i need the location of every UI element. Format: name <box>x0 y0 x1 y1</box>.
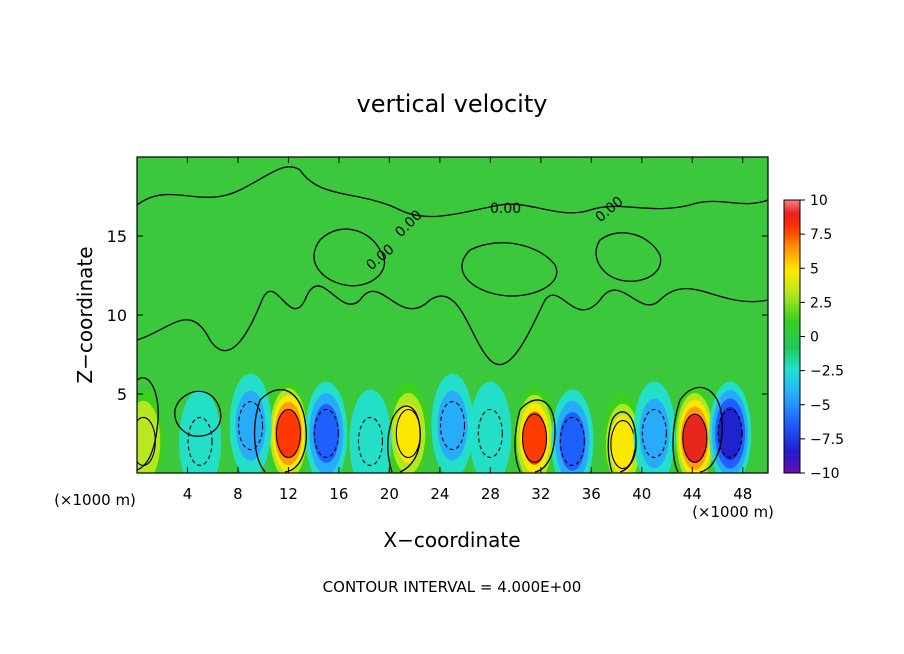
x-tick-label: 4 <box>183 485 193 503</box>
colorbar-tick-label: 5 <box>810 261 819 277</box>
heatmap-cell <box>395 404 422 463</box>
colorbar-tick-label: −2.5 <box>810 364 844 380</box>
x-tick-label: 32 <box>531 485 550 503</box>
x-tick-label: 8 <box>233 485 243 503</box>
x-axis-label: X−coordinate <box>383 528 520 552</box>
heatmap-cell <box>277 408 300 459</box>
y-axis-label: Z−coordinate <box>73 246 97 383</box>
contour-line <box>682 413 708 463</box>
y-tick-label: 15 <box>107 227 127 246</box>
colorbar <box>783 199 801 474</box>
y-tick-label: 5 <box>117 385 127 404</box>
colorbar-tick-label: 2.5 <box>810 295 832 311</box>
x-unit-right: (×1000 m) <box>692 503 774 521</box>
x-unit-left: (×1000 m) <box>54 491 136 509</box>
colorbar-tick-label: 0 <box>810 330 819 346</box>
contour-line <box>559 416 585 466</box>
contour-line <box>357 416 384 466</box>
x-tick-label: 48 <box>733 485 752 503</box>
contour-line <box>187 416 213 466</box>
contour-line <box>313 408 339 459</box>
heatmap-cell <box>469 381 512 473</box>
heatmap-cell <box>559 412 586 471</box>
heatmap-field: 0.00 0.00 0.00 0.00 <box>137 157 768 473</box>
contour-line <box>717 408 743 459</box>
heatmap-cell <box>349 389 392 473</box>
x-tick-label: 40 <box>632 485 651 503</box>
contour-line <box>641 408 667 459</box>
colorbar-tick-label: −10 <box>810 466 840 482</box>
contour-line <box>137 377 159 471</box>
contour-line <box>253 389 307 473</box>
contour-line <box>439 401 466 451</box>
chart-title: vertical velocity <box>357 90 548 118</box>
heatmap-cell <box>522 411 547 465</box>
contour-line <box>514 399 556 473</box>
y-tick-label: 10 <box>107 306 127 325</box>
x-tick-label: 20 <box>380 485 399 503</box>
contour-line <box>477 408 503 459</box>
contour-line <box>275 408 301 459</box>
colorbar-tick-label: 10 <box>810 193 828 209</box>
contour-line <box>137 166 768 218</box>
x-tick-label: 24 <box>430 485 449 503</box>
contour-line <box>313 228 386 287</box>
x-tick-label: 16 <box>329 485 348 503</box>
x-tick-label: 12 <box>279 485 298 503</box>
x-tick-label: 44 <box>683 485 702 503</box>
contour-line <box>607 411 637 473</box>
colorbar-tick-label: 7.5 <box>810 227 832 243</box>
x-tick-label: 36 <box>582 485 601 503</box>
contour-line <box>672 386 723 473</box>
x-tick-label: 28 <box>481 485 500 503</box>
colorbar-tick-label: −5 <box>810 398 831 414</box>
heatmap-cell <box>609 415 636 473</box>
heatmap-cell <box>639 398 670 469</box>
heatmap-cell <box>313 404 340 463</box>
contour-interval-note: CONTOUR INTERVAL = 4.000E+00 <box>323 578 582 596</box>
contour-line <box>595 232 662 282</box>
contour-line <box>521 413 548 463</box>
heatmap-cell <box>179 389 222 473</box>
colorbar-tick-label: −7.5 <box>810 432 844 448</box>
contour-line <box>174 390 222 437</box>
heatmap-cell <box>718 407 743 460</box>
contour-line <box>137 285 768 366</box>
contour-line <box>387 405 421 473</box>
heatmap-cell <box>137 412 157 471</box>
heatmap-cell <box>683 413 707 464</box>
heatmap-cell <box>437 390 468 461</box>
contour-label: 0.00 <box>490 201 521 217</box>
contour-line <box>461 242 558 297</box>
contour-line <box>238 401 264 451</box>
